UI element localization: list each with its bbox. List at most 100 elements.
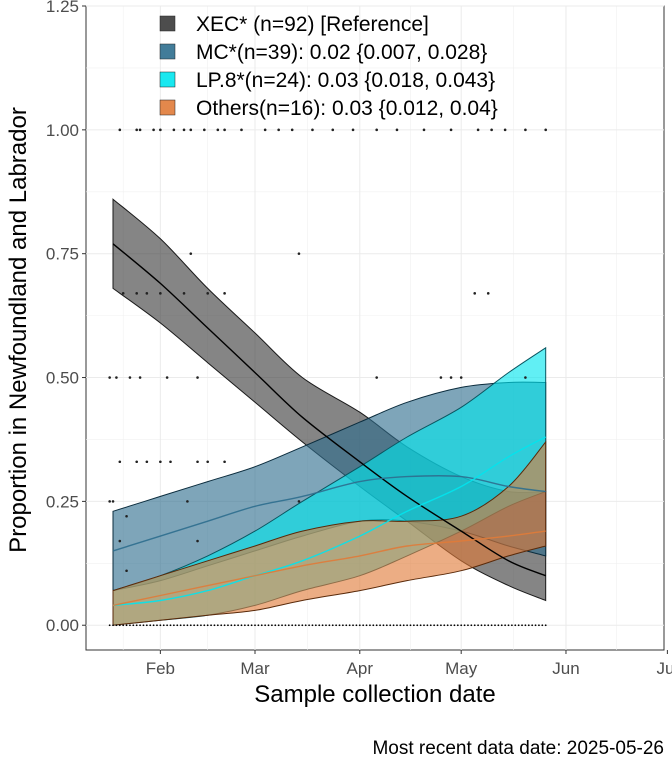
zero-point xyxy=(145,624,148,627)
zero-point xyxy=(348,624,351,627)
zero-point xyxy=(338,624,341,627)
fit-line xyxy=(112,243,546,577)
zero-point xyxy=(514,624,517,627)
zero-point xyxy=(308,624,310,627)
zero-point xyxy=(507,624,510,627)
data-point xyxy=(196,376,199,379)
data-point xyxy=(375,128,378,132)
data-point xyxy=(182,292,186,295)
fit-line xyxy=(112,436,547,607)
legend-label: MC*(n=39): 0.02 {0.007, 0.028} xyxy=(196,41,487,64)
data-point xyxy=(159,460,162,464)
zero-point xyxy=(504,624,507,627)
data-point xyxy=(138,128,142,132)
zero-point xyxy=(392,624,395,627)
zero-point xyxy=(149,624,152,627)
fit-lines xyxy=(112,243,547,607)
zero-point xyxy=(328,624,331,627)
x-tick-label: Mar xyxy=(240,659,270,678)
zero-point xyxy=(341,624,344,627)
zero-point xyxy=(321,624,324,627)
zero-point xyxy=(402,624,405,627)
zero-point xyxy=(399,624,402,627)
zero-point xyxy=(159,624,162,627)
data-point xyxy=(108,500,111,503)
zero-point xyxy=(186,624,189,627)
zero-point xyxy=(524,624,527,627)
data-point xyxy=(223,128,226,132)
zero-point xyxy=(196,624,199,627)
data-point xyxy=(138,376,142,379)
zero-point xyxy=(385,624,388,627)
zero-point xyxy=(318,624,321,627)
data-point xyxy=(172,128,176,132)
data-point xyxy=(169,460,172,464)
zero-point xyxy=(189,624,192,627)
data-point xyxy=(135,292,139,295)
zero-point xyxy=(541,624,544,627)
zero-point xyxy=(118,624,121,627)
data-point xyxy=(449,128,453,132)
zero-point xyxy=(227,624,229,627)
zero-point xyxy=(139,624,141,627)
data-point xyxy=(165,376,169,379)
data-point xyxy=(473,292,477,295)
fit-line xyxy=(112,474,546,552)
zero-point xyxy=(473,624,476,627)
zero-point xyxy=(443,624,446,627)
data-point xyxy=(459,376,463,379)
zero-point xyxy=(122,624,125,627)
x-tick-label: Feb xyxy=(146,659,175,678)
y-tick-label: 1.00 xyxy=(46,121,79,140)
data-point xyxy=(297,252,301,255)
zero-point xyxy=(274,624,277,627)
zero-point xyxy=(409,624,412,627)
confidence-bands xyxy=(112,198,547,626)
data-point xyxy=(524,376,527,379)
zero-point xyxy=(200,624,202,627)
zero-point xyxy=(544,624,547,627)
zero-point xyxy=(183,624,185,627)
zero-point xyxy=(135,624,138,627)
data-point xyxy=(476,128,480,132)
legend-swatch xyxy=(159,43,176,60)
zero-point xyxy=(453,624,456,627)
zero-point xyxy=(372,624,375,627)
data-point xyxy=(223,460,226,464)
data-point xyxy=(524,128,527,132)
data-point xyxy=(135,128,139,132)
zero-point xyxy=(450,624,452,627)
zero-point xyxy=(311,624,314,627)
zero-point xyxy=(301,624,304,627)
zero-point xyxy=(375,624,378,627)
zero-point xyxy=(470,624,473,627)
legend: XEC* (n=92) [Reference] MC*(n=39): 0.02 {… xyxy=(159,13,498,120)
data-point xyxy=(186,500,189,503)
zero-point xyxy=(264,624,267,627)
zero-point xyxy=(176,624,179,627)
zero-point xyxy=(369,624,371,627)
data-point xyxy=(189,252,193,255)
zero-point xyxy=(216,624,219,627)
zero-point xyxy=(467,624,469,627)
zero-point xyxy=(152,624,155,627)
zero-point xyxy=(423,624,425,627)
data-point xyxy=(331,128,335,132)
data-point xyxy=(145,292,149,295)
zero-point xyxy=(250,624,253,627)
zero-point xyxy=(220,624,223,627)
data-point xyxy=(128,376,132,379)
zero-point xyxy=(510,624,513,627)
zero-point xyxy=(325,624,327,627)
zero-point xyxy=(433,624,436,627)
zero-point xyxy=(240,624,243,627)
zero-point xyxy=(416,624,419,627)
y-tick-label: 0.50 xyxy=(46,369,79,388)
zero-point xyxy=(132,624,135,627)
data-point xyxy=(223,292,226,295)
zero-point xyxy=(419,624,422,627)
zero-point xyxy=(358,624,361,627)
data-point xyxy=(490,128,493,132)
data-point xyxy=(216,128,220,132)
data-point xyxy=(118,460,122,464)
